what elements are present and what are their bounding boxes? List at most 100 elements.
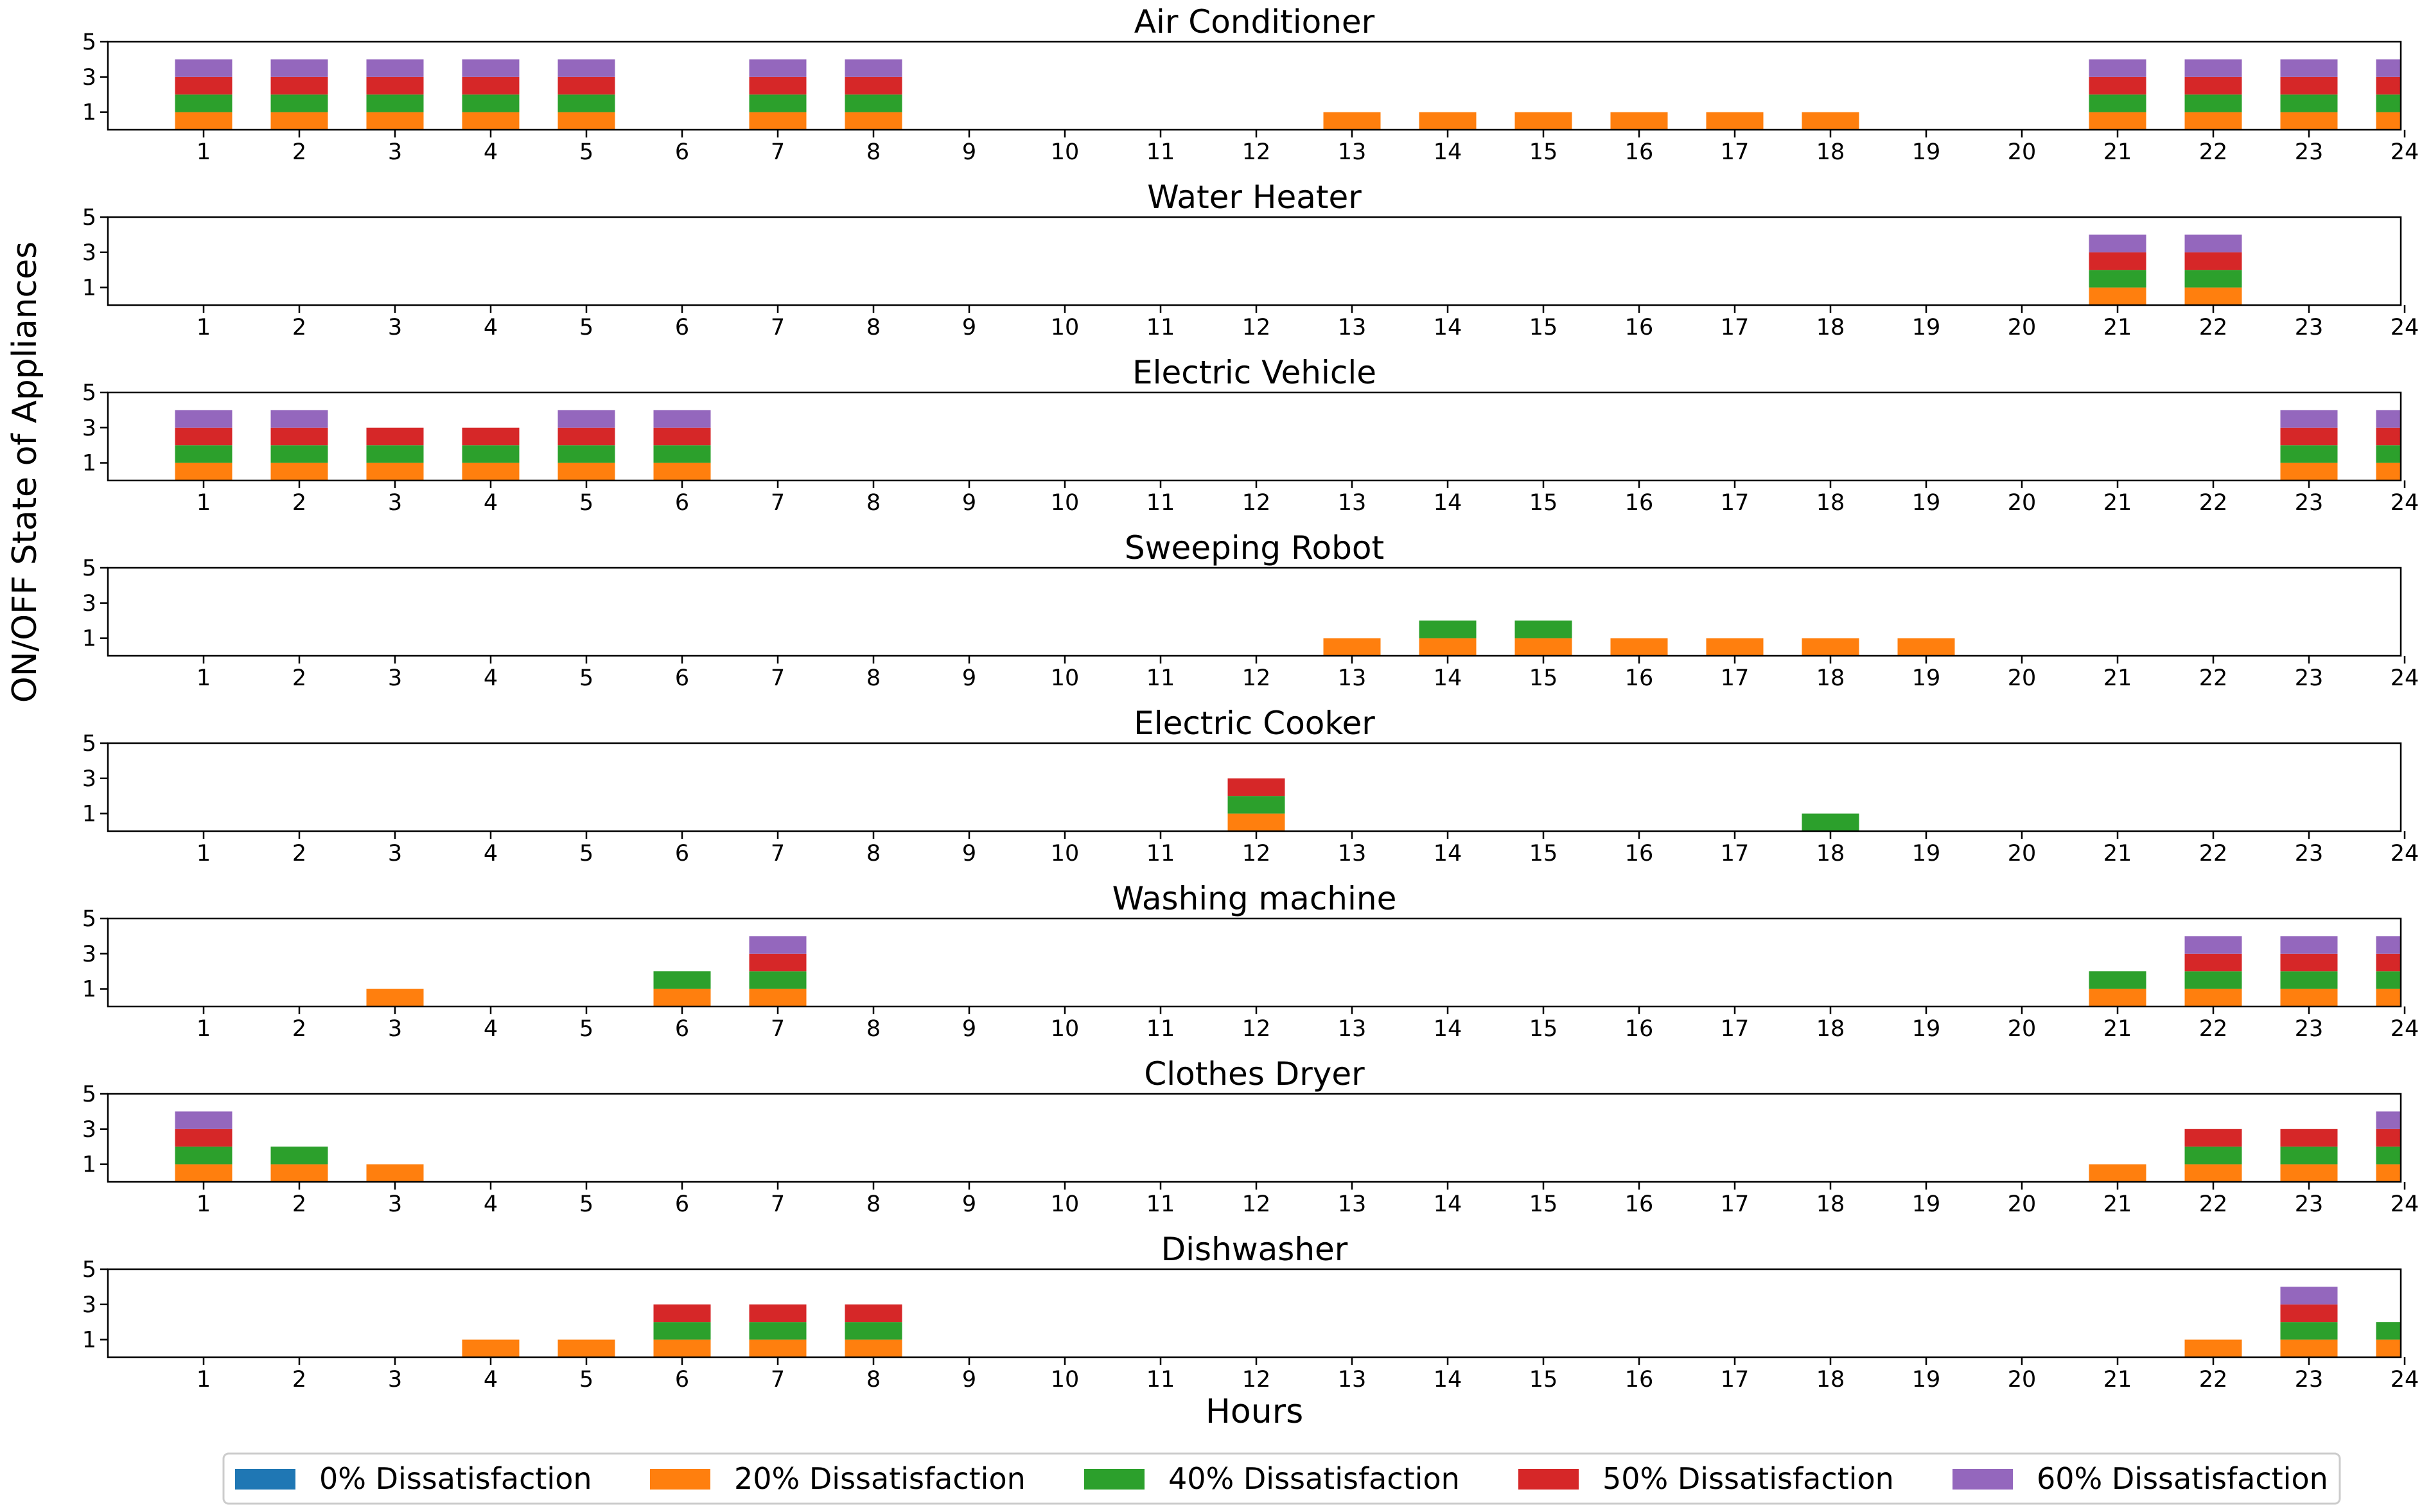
x-tick-label: 8	[866, 1016, 881, 1042]
x-tick-label: 10	[1051, 139, 1080, 165]
legend-item: 50% Dissatisfaction	[1518, 1461, 1894, 1496]
bar-segment	[2376, 971, 2401, 989]
x-tick-label: 8	[866, 1367, 881, 1393]
bar-segment	[2376, 953, 2401, 972]
x-tick-label: 12	[1242, 490, 1271, 516]
x-tick-label: 10	[1051, 1367, 1080, 1393]
bar-segment	[2089, 252, 2146, 270]
x-tick-label: 6	[675, 490, 689, 516]
x-tick-label: 7	[771, 665, 785, 691]
x-tick-label: 3	[388, 1191, 402, 1217]
x-tick-label: 15	[1529, 139, 1558, 165]
x-tick-label: 20	[2008, 1016, 2037, 1042]
x-tick-label: 24	[2391, 490, 2419, 516]
bar-segment	[2280, 1129, 2338, 1147]
bar-segment	[653, 1339, 711, 1357]
x-tick-label: 24	[2391, 315, 2419, 340]
bar-segment	[2376, 410, 2401, 428]
bar-segment	[2376, 112, 2401, 130]
bar-segment	[366, 1164, 424, 1182]
x-tick-label: 23	[2295, 1191, 2324, 1217]
x-tick-label: 22	[2199, 139, 2228, 165]
bar-segment	[175, 1164, 233, 1182]
x-tick-label: 2	[292, 315, 306, 340]
bar-segment	[749, 936, 807, 954]
x-tick-label: 9	[962, 315, 976, 340]
x-tick-label: 18	[1816, 841, 1845, 866]
x-tick-label: 13	[1338, 1191, 1367, 1217]
x-tick-label: 18	[1816, 665, 1845, 691]
bar-segment	[2184, 936, 2242, 954]
bar-segment	[2089, 971, 2146, 989]
bar-segment	[557, 76, 615, 95]
legend: 0% Dissatisfaction 20% Dissatisfaction 40%…	[222, 1452, 2341, 1505]
bar-segment	[366, 445, 424, 463]
bar-segment	[2280, 94, 2338, 112]
bars	[366, 936, 2401, 1007]
x-tick-label: 24	[2391, 1367, 2419, 1393]
bar-segment	[175, 1147, 233, 1165]
x-tick-label: 8	[866, 841, 881, 866]
x-tick-label: 8	[866, 315, 881, 340]
x-tick-label: 5	[579, 1367, 593, 1393]
x-tick-label: 7	[771, 1016, 785, 1042]
bar-segment	[2184, 1164, 2242, 1182]
y-tick-label: 1	[82, 100, 96, 126]
bar-segment	[1419, 620, 1477, 638]
bars	[175, 1111, 2401, 1182]
x-tick-label: 14	[1434, 1367, 1462, 1393]
bar-segment	[366, 989, 424, 1007]
bar-segment	[749, 59, 807, 77]
bar-segment	[845, 1339, 902, 1357]
y-tick-label: 1	[82, 276, 96, 301]
bar-segment	[1419, 112, 1477, 130]
x-tick-label: 23	[2295, 1016, 2324, 1042]
bar-segment	[2376, 76, 2401, 95]
x-tick-label: 18	[1816, 315, 1845, 340]
y-tick-label: 3	[82, 1292, 96, 1318]
x-tick-label: 7	[771, 1191, 785, 1217]
x-tick-label: 7	[771, 1367, 785, 1393]
x-tick-label: 23	[2295, 841, 2324, 866]
x-tick-label: 23	[2295, 1367, 2324, 1393]
bars	[2089, 234, 2242, 305]
bar-segment	[270, 94, 328, 112]
x-tick-label: 1	[197, 1191, 211, 1217]
bar-segment	[1706, 112, 1764, 130]
x-tick-label: 14	[1434, 315, 1462, 340]
x-tick-label: 22	[2199, 1367, 2228, 1393]
bar-segment	[749, 112, 807, 130]
x-tick-label: 5	[579, 490, 593, 516]
y-axis-label: ON/OFF State of Appliances	[6, 242, 44, 703]
x-tick-label: 23	[2295, 139, 2324, 165]
x-tick-label: 23	[2295, 490, 2324, 516]
legend-label: 0% Dissatisfaction	[319, 1461, 592, 1496]
legend-swatch	[650, 1469, 710, 1490]
bar-segment	[270, 112, 328, 130]
x-tick-label: 22	[2199, 1191, 2228, 1217]
bar-segment	[2280, 1322, 2338, 1340]
x-tick-label: 3	[388, 490, 402, 516]
bar-segment	[2184, 1339, 2242, 1357]
x-tick-label: 8	[866, 1191, 881, 1217]
bar-segment	[2376, 427, 2401, 446]
bar-segment	[462, 59, 520, 77]
bar-segment	[2376, 1339, 2401, 1357]
x-tick-label: 16	[1625, 1016, 1654, 1042]
legend-item: 20% Dissatisfaction	[650, 1461, 1026, 1496]
bar-segment	[2280, 462, 2338, 480]
bar-segment	[749, 1322, 807, 1340]
x-tick-label: 23	[2295, 665, 2324, 691]
panel-title: Dishwasher	[1161, 1231, 1348, 1268]
x-tick-label: 1	[197, 1016, 211, 1042]
bars	[1323, 620, 1955, 656]
x-tick-label: 6	[675, 315, 689, 340]
y-tick-label: 5	[82, 556, 96, 581]
x-tick-label: 23	[2295, 315, 2324, 340]
bar-segment	[366, 94, 424, 112]
x-tick-label: 11	[1146, 1367, 1175, 1393]
bar-segment	[175, 427, 233, 446]
legend-frame	[222, 1452, 2341, 1505]
